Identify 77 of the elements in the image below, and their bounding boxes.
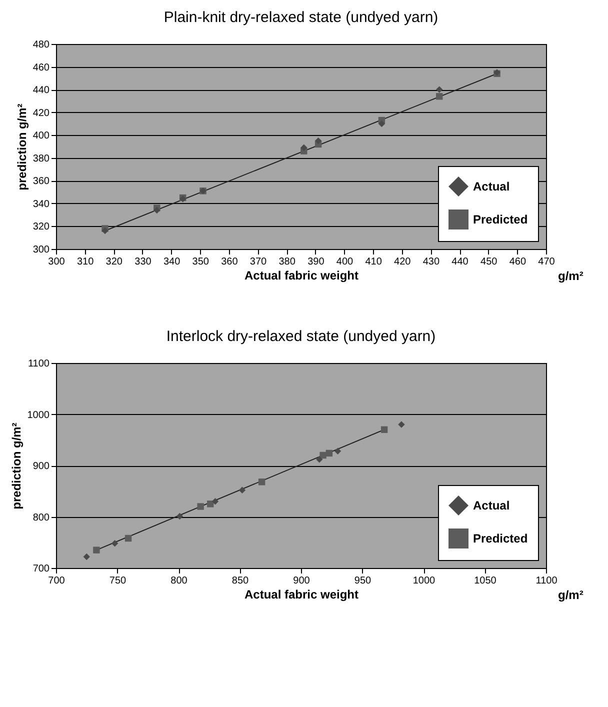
- y-tick-label: 360: [32, 176, 50, 188]
- point: [326, 450, 333, 457]
- point: [154, 206, 160, 214]
- y-axis-title: prediction g/m²: [9, 422, 24, 510]
- point: [436, 86, 443, 93]
- x-axis-title: Actual fabric weight: [244, 588, 359, 602]
- x-tick-label: 1100: [536, 576, 558, 586]
- x-tick-label: 360: [221, 256, 238, 268]
- y-tick-label: 340: [32, 198, 50, 210]
- y-tick-label: 1000: [27, 410, 50, 421]
- point: [176, 512, 184, 520]
- chart-title: Plain-knit dry-relaxed state (undyed yarn): [164, 9, 438, 26]
- point: [300, 144, 308, 151]
- text: Actual: [473, 498, 510, 512]
- x-tick-label: 430: [422, 256, 440, 268]
- point: [238, 486, 246, 494]
- x-tick-label: 320: [106, 256, 123, 268]
- point: [258, 478, 266, 486]
- point: [83, 553, 90, 560]
- y-axis-title: prediction g/m²: [14, 104, 29, 190]
- point: [212, 498, 219, 505]
- point: [102, 227, 108, 234]
- point: [398, 421, 405, 428]
- y-tick-label: 900: [32, 461, 50, 472]
- legend-label: Actual: [473, 180, 510, 194]
- x-tick-label: 850: [232, 576, 250, 586]
- point: [334, 448, 342, 455]
- point: [316, 456, 323, 463]
- x-tick-label: 470: [538, 256, 556, 268]
- x-tick-label: 750: [109, 576, 127, 586]
- y-tick-label: 380: [32, 153, 50, 164]
- point: [93, 546, 100, 554]
- point: [436, 93, 443, 100]
- text: g/m²: [558, 588, 584, 602]
- x-tick-label: 410: [365, 256, 382, 268]
- x-tick-label: 460: [509, 256, 526, 268]
- x-tick-label: 370: [250, 256, 268, 268]
- x-tick-label: 350: [192, 256, 210, 268]
- legend-label: Predicted: [473, 532, 528, 546]
- legend-label: Predicted: [473, 212, 528, 226]
- x-tick-label: 380: [278, 256, 296, 268]
- x-tick-label: 800: [170, 576, 188, 586]
- x-tick-label: 400: [336, 256, 354, 268]
- y-tick-label: 460: [32, 62, 50, 74]
- x-tick-label: 420: [394, 256, 412, 268]
- y-tick-label: 300: [32, 244, 50, 256]
- point: [380, 426, 388, 433]
- y-tick-label: 320: [32, 222, 50, 233]
- x-tick-label: 1050: [474, 576, 497, 586]
- x-tick-label: 900: [293, 576, 310, 586]
- x-axis-title: Actual fabric weight: [244, 268, 359, 282]
- x-tick-label: 1000: [412, 576, 436, 586]
- y-tick-label: 420: [32, 108, 50, 119]
- point: [206, 500, 214, 508]
- x-tick-label: 390: [308, 256, 325, 268]
- x-tick-label: 700: [48, 576, 66, 586]
- y-tick-label: 400: [32, 130, 50, 142]
- point: [314, 137, 322, 144]
- y-tick-label: 440: [32, 85, 50, 96]
- x-tick-label: 950: [354, 576, 372, 586]
- y-tick-label: 1100: [28, 358, 50, 370]
- point: [378, 120, 386, 128]
- x-tick-label: 310: [76, 256, 94, 268]
- text: g/m²: [558, 269, 584, 283]
- point: [124, 534, 132, 542]
- y-tick-label: 480: [32, 40, 50, 50]
- point: [320, 452, 326, 459]
- x-tick-label: 340: [163, 256, 181, 268]
- x-tick-label: 330: [134, 256, 152, 268]
- y-tick-label: 800: [32, 512, 50, 524]
- x-tick-label: 440: [452, 256, 469, 268]
- x-tick-label: 450: [480, 256, 498, 268]
- x-tick-label: 300: [48, 256, 66, 268]
- point: [111, 540, 118, 547]
- point: [197, 503, 204, 510]
- y-tick-label: 700: [32, 564, 50, 574]
- chart-title: Interlock dry-relaxed state (undyed yarn): [166, 328, 436, 345]
